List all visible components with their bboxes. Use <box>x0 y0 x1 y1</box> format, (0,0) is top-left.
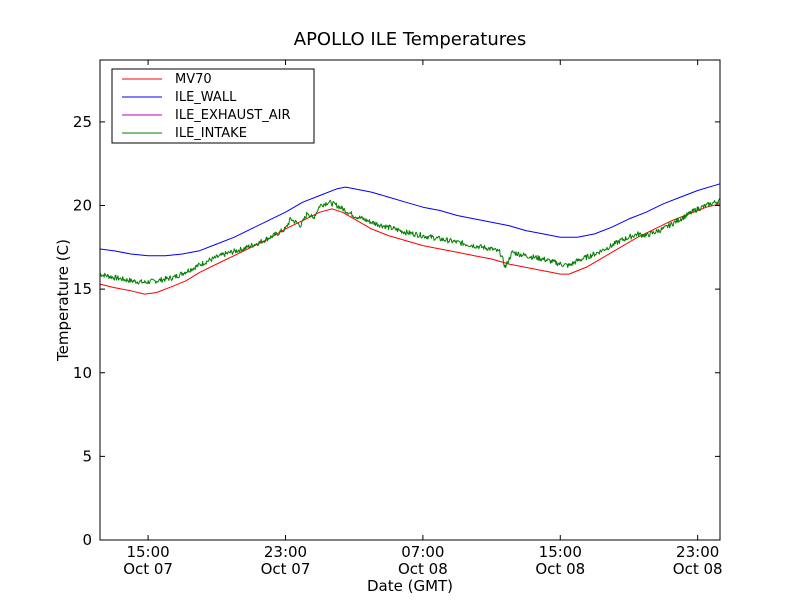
x-tick-label-date: Oct 08 <box>673 560 723 578</box>
chart-title: APOLLO ILE Temperatures <box>294 29 526 50</box>
y-tick-label: 0 <box>82 531 92 549</box>
y-tick-label: 5 <box>82 447 92 465</box>
y-tick-label: 20 <box>73 197 92 215</box>
y-tick-label: 25 <box>73 113 92 131</box>
y-axis-label: Temperature (C) <box>54 239 72 362</box>
x-tick-label-time: 23:00 <box>676 543 719 561</box>
legend-entries: MV70 ILE_WALL ILE_EXHAUST_AIR ILE_INTAKE <box>122 72 291 141</box>
x-tick-label-time: 15:00 <box>126 543 169 561</box>
x-tick-label-date: Oct 07 <box>123 560 173 578</box>
x-tick-label-date: Oct 08 <box>535 560 585 578</box>
series-line-ile-wall <box>99 183 721 257</box>
y-tick-label: 15 <box>73 280 92 298</box>
series-layer <box>99 183 721 295</box>
legend-label-ile-intake: ILE_INTAKE <box>175 126 247 141</box>
x-tick-label-date: Oct 08 <box>398 560 448 578</box>
legend-label-mv70: MV70 <box>175 72 212 87</box>
x-tick-label-time: 07:00 <box>401 543 444 561</box>
plot-frame <box>99 59 721 541</box>
series-line-ile-intake <box>99 197 721 285</box>
series-line-mv70 <box>99 203 721 295</box>
y-tick-label: 10 <box>73 364 92 382</box>
x-tick-label-date: Oct 07 <box>261 560 311 578</box>
legend-label-ile-exhaust-air: ILE_EXHAUST_AIR <box>175 108 291 123</box>
legend-label-ile-wall: ILE_WALL <box>175 90 237 105</box>
legend-box <box>111 68 315 144</box>
legend: MV70 ILE_WALL ILE_EXHAUST_AIR ILE_INTAKE <box>111 68 315 144</box>
x-tick-label-time: 15:00 <box>539 543 582 561</box>
x-tick-label-time: 23:00 <box>264 543 307 561</box>
x-axis-label: Date (GMT) <box>367 577 453 595</box>
